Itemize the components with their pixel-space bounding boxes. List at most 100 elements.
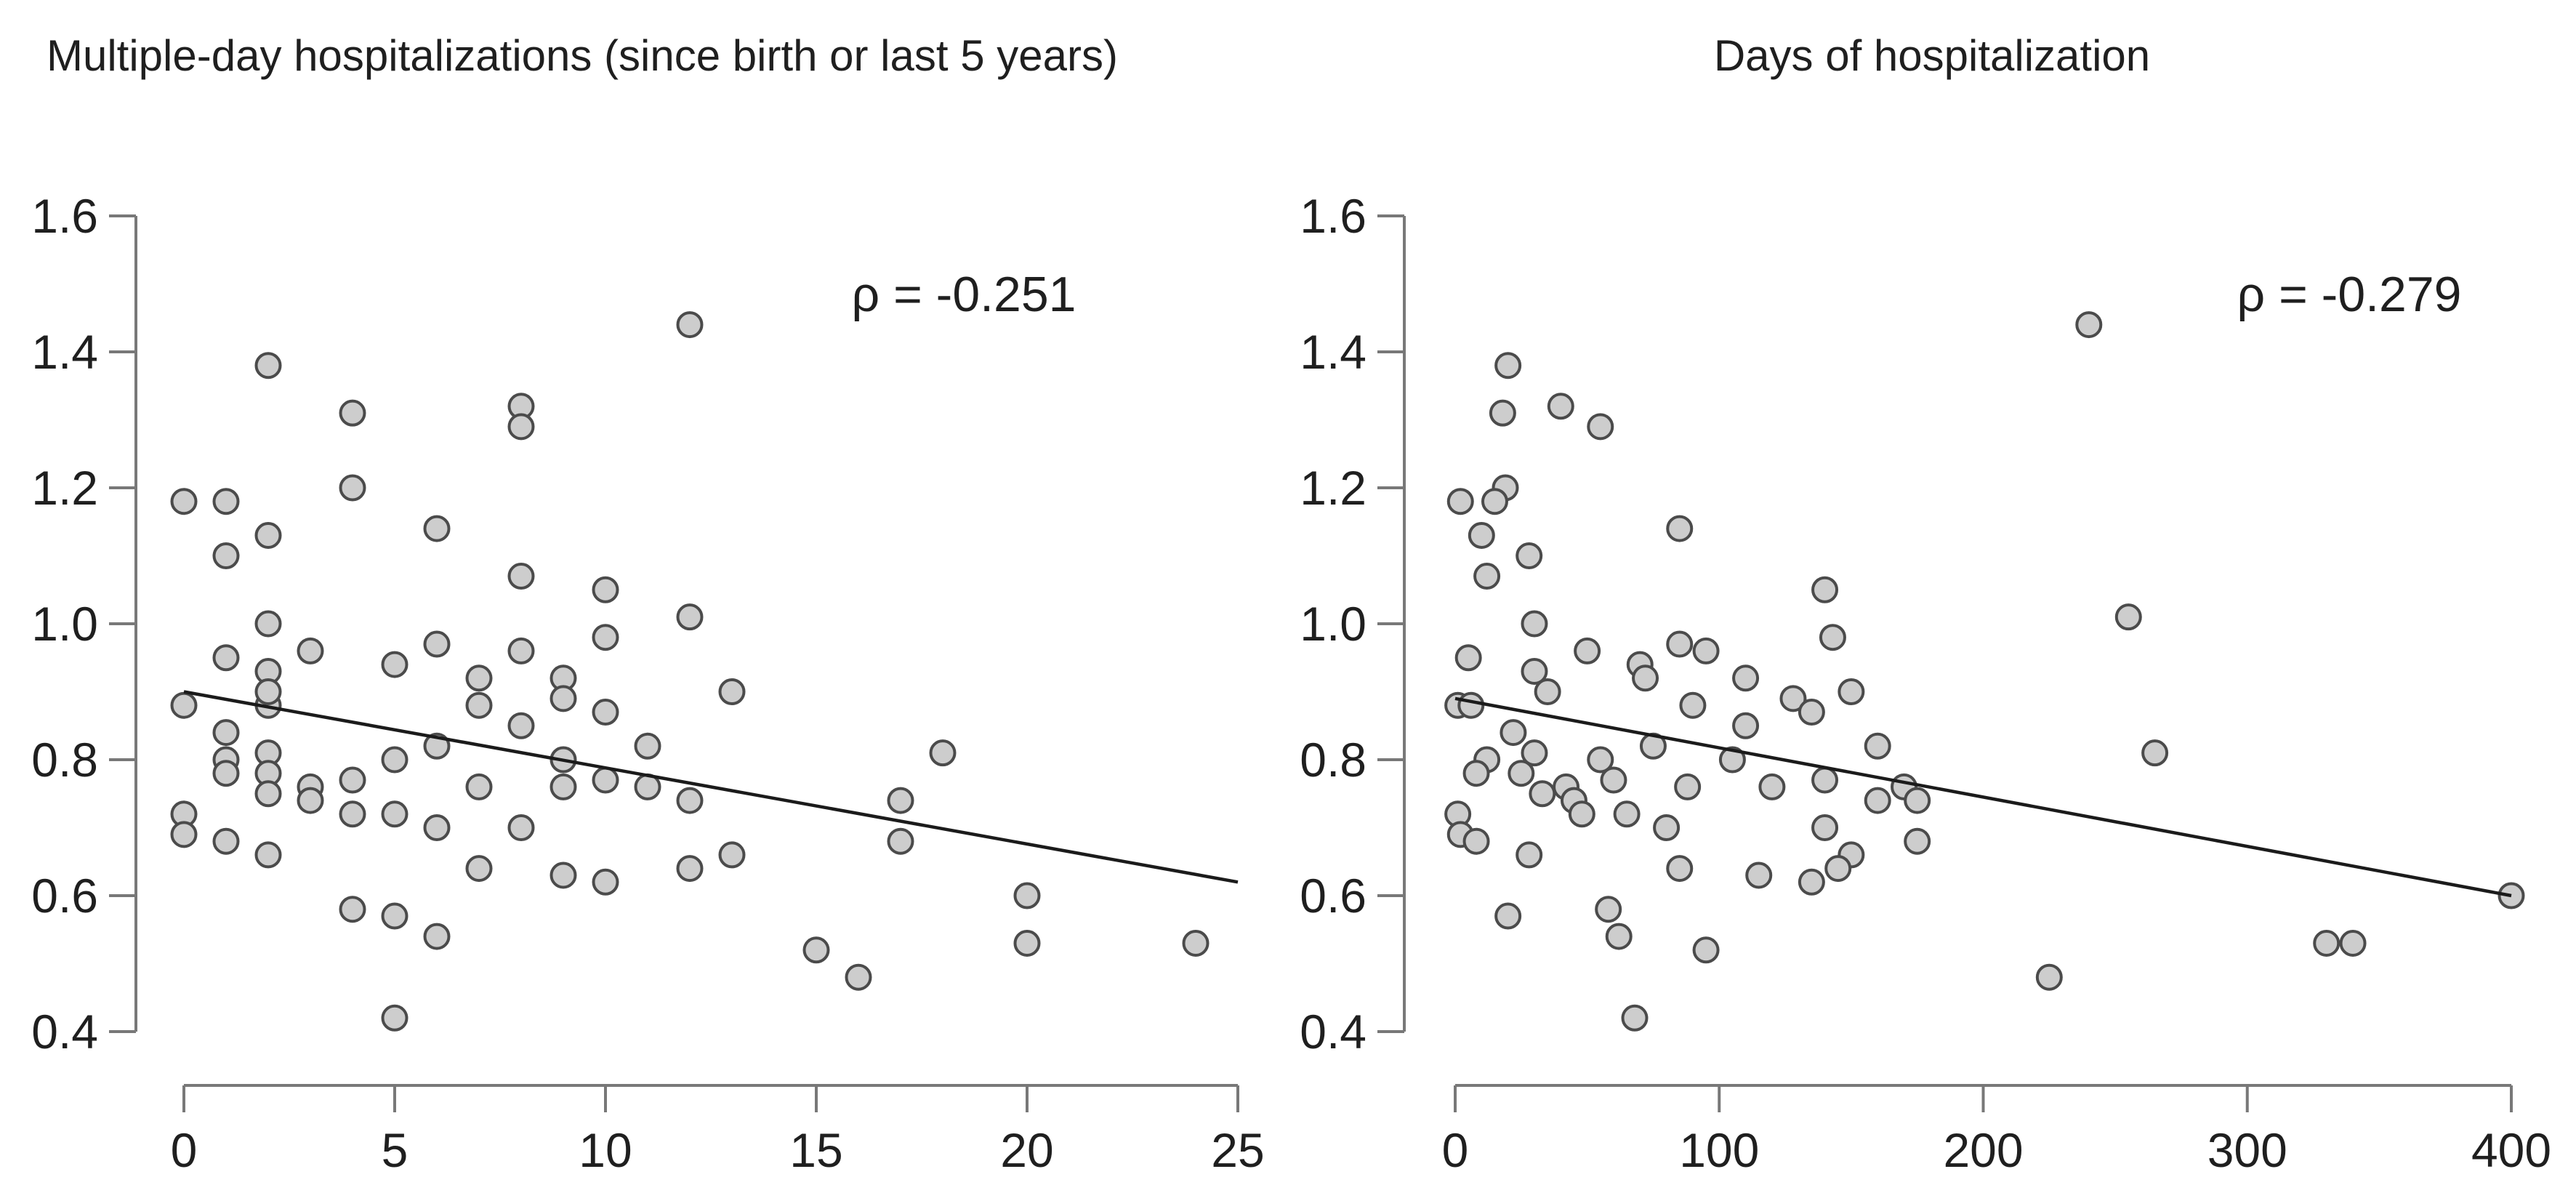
- data-point: [170, 691, 198, 719]
- y-tick-label: 0.6: [1300, 869, 1367, 923]
- x-tick-label: 100: [1679, 1123, 1759, 1177]
- data-point: [297, 637, 324, 664]
- data-point: [1838, 678, 1865, 705]
- data-point: [212, 542, 240, 569]
- data-point: [1595, 896, 1622, 923]
- data-point: [381, 1004, 408, 1032]
- correlation-annotation: ρ = -0.279: [2237, 267, 2462, 322]
- data-point: [1745, 861, 1773, 889]
- data-point: [212, 719, 240, 747]
- correlation-annotation: ρ = -0.251: [852, 267, 1076, 322]
- x-tick-label: 25: [1211, 1123, 1264, 1177]
- data-point: [1613, 800, 1641, 828]
- data-point: [254, 678, 282, 705]
- trend-line: [183, 690, 1239, 884]
- data-point: [254, 521, 282, 549]
- y-tick-label: 1.0: [1300, 597, 1367, 651]
- data-point: [676, 855, 704, 883]
- data-point: [297, 787, 324, 814]
- data-point: [1468, 521, 1495, 549]
- x-tick-label: 300: [2207, 1123, 2287, 1177]
- data-point: [1864, 787, 1891, 814]
- data-point: [592, 576, 619, 603]
- data-point: [1521, 739, 1548, 767]
- data-point: [1529, 780, 1556, 808]
- data-point: [465, 664, 493, 692]
- data-point: [507, 637, 535, 664]
- data-point: [170, 821, 198, 848]
- y-tick-label: 0.6: [31, 869, 98, 923]
- data-point: [592, 624, 619, 651]
- data-point: [212, 644, 240, 672]
- data-point: [802, 936, 830, 964]
- y-tick-label: 1.2: [1300, 461, 1367, 515]
- y-tick-label: 0.8: [1300, 733, 1367, 787]
- data-point: [507, 413, 535, 441]
- y-tick-label: 1.4: [1300, 325, 1367, 379]
- data-point: [1779, 685, 1807, 712]
- data-point: [381, 651, 408, 678]
- data-point: [465, 855, 493, 883]
- y-tick-label: 1.6: [31, 189, 98, 243]
- data-point: [1446, 488, 1474, 515]
- data-point: [1864, 732, 1891, 760]
- data-point: [1473, 563, 1501, 590]
- data-point: [1811, 576, 1839, 603]
- data-point: [2141, 739, 2169, 767]
- data-point: [339, 474, 366, 502]
- panel-right-days: Days of hospitalization 1.6 1.4 1.2 1.0 0.8 0…: [1288, 0, 2576, 1201]
- data-point: [1819, 624, 1846, 651]
- data-point: [634, 732, 661, 760]
- data-point: [1587, 413, 1614, 441]
- data-point: [1013, 929, 1041, 957]
- data-point: [1516, 841, 1543, 869]
- data-point: [1692, 637, 1720, 664]
- data-point: [1521, 610, 1548, 638]
- data-point: [1732, 664, 1760, 692]
- data-point: [339, 399, 366, 427]
- data-point: [1798, 868, 1825, 896]
- data-point: [676, 787, 704, 814]
- data-point: [1904, 787, 1931, 814]
- data-point: [2339, 929, 2367, 957]
- data-point: [170, 488, 198, 515]
- data-point: [1653, 814, 1681, 841]
- data-point: [254, 352, 282, 379]
- data-point: [1457, 691, 1485, 719]
- data-point: [1521, 657, 1548, 685]
- data-point: [845, 963, 872, 991]
- data-point: [423, 814, 451, 841]
- data-point: [592, 699, 619, 726]
- y-tick-label: 0.8: [31, 733, 98, 787]
- data-point: [1732, 712, 1760, 739]
- data-point: [212, 488, 240, 515]
- data-point: [1568, 800, 1595, 828]
- x-tick-label: 15: [789, 1123, 842, 1177]
- data-point: [1462, 760, 1490, 787]
- data-point: [381, 800, 408, 828]
- data-point: [718, 841, 746, 869]
- data-point: [465, 773, 493, 800]
- data-point: [592, 868, 619, 896]
- trend-line: [1454, 696, 2512, 898]
- data-point: [1758, 773, 1786, 800]
- data-point: [1811, 814, 1839, 841]
- x-tick-label: 20: [1000, 1123, 1053, 1177]
- data-point: [423, 923, 451, 950]
- data-point: [718, 678, 746, 705]
- data-point: [339, 800, 366, 828]
- data-point: [550, 861, 577, 889]
- data-point: [465, 691, 493, 719]
- data-point: [2075, 311, 2103, 339]
- y-tick-label: 1.2: [31, 461, 98, 515]
- y-tick-label: 0.4: [31, 1005, 98, 1059]
- y-tick-label: 1.4: [31, 325, 98, 379]
- data-point: [887, 787, 914, 814]
- y-tick-label: 1.0: [31, 597, 98, 651]
- data-point: [1574, 637, 1601, 664]
- data-point: [1494, 902, 1522, 930]
- data-point: [2313, 929, 2340, 957]
- y-tick-label: 1.6: [1300, 189, 1367, 243]
- data-point: [1811, 766, 1839, 794]
- data-point: [1454, 644, 1482, 672]
